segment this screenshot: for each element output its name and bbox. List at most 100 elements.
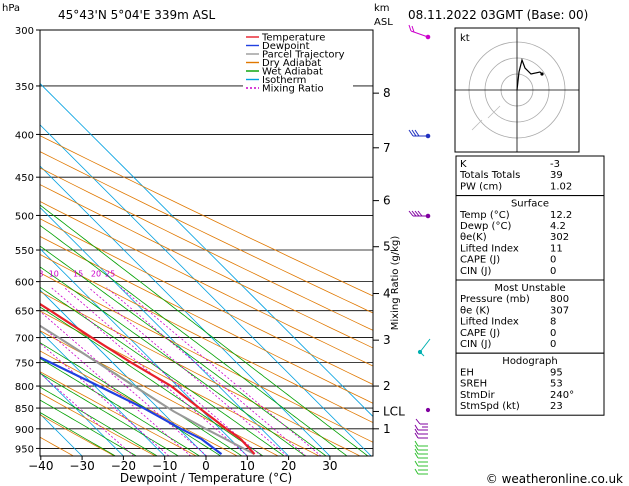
isotherm--20 [40,372,124,456]
most-unstable-table-title: Most Unstable [494,283,565,294]
isotherm-0 [40,289,207,456]
mixing-ratio-line-3 [40,324,191,456]
pressure-label-500: 500 [15,211,34,222]
mixing-ratio-label-4: 4 [0,270,5,279]
most-unstable-table-label-3: CAPE (J) [460,328,500,339]
pressure-label-850: 850 [15,404,34,415]
wind-barbs [408,24,431,475]
isotherm-10 [40,248,248,456]
dry-adiabat-110 [40,167,373,331]
dry-adiabat-0 [40,371,197,456]
temp-label-0: 0 [202,459,210,473]
wet-adiabat--10 [40,386,158,456]
hodograph-storm-ticks-2 [471,119,483,131]
km-label-5: 5 [383,240,391,254]
dry-adiabat-10 [40,350,238,456]
wind-barb-400 [408,129,431,139]
dewpoint-line [40,356,223,455]
wet-adiabat--5 [40,372,179,456]
hodograph-end [540,72,544,76]
x-axis-label: Dewpoint / Temperature (°C) [120,471,292,485]
hodograph-table-value-3: 23 [550,401,563,412]
km-label-LCL: LCL [383,404,405,418]
hodograph-table-value-1: 53 [550,379,563,390]
hodograph-storm-ticks [487,105,501,119]
height-unit-asl: ASL [374,17,393,28]
hodograph-table-label-3: StmSpd (kt) [460,401,520,412]
wet-adiabat-15 [40,306,264,456]
hodograph-table-box [455,352,605,416]
surface-table-label-1: Dewp (°C) [460,221,511,232]
indices-table-label-2: PW (cm) [460,181,502,192]
surface-table-label-5: CIN (J) [460,266,491,277]
hodograph: kt [454,27,580,153]
surface-table-label-2: θe(K) [460,232,487,243]
most-unstable-table-box [455,279,605,354]
dry-adiabat-120 [40,151,373,314]
pressure-label-700: 700 [15,334,34,345]
wet-adiabat-35 [40,224,348,456]
pressure-label-600: 600 [15,278,34,289]
indices-table-label-1: Totals Totals [459,170,520,181]
most-unstable-table-label-4: CIN (J) [460,339,491,350]
temp-label-30: 30 [322,459,337,473]
surface-table-value-1: 4.2 [550,221,566,232]
hodograph-table-value-0: 95 [550,367,563,378]
height-unit-label: km [374,3,390,14]
temp-label--20: −20 [111,459,136,473]
dry-adiabat-70 [40,235,373,404]
wet-adiabat-10 [40,325,243,456]
legend-label-2: Parcel Trajectory [262,50,345,61]
mixing-ratio-line-2 [40,342,170,456]
index-tables: K -3 Totals Totals 39 PW (cm) 1.02SurfaceTemp… [455,155,605,416]
most-unstable-table-label-2: Lifted Index [460,317,519,328]
hodograph-table-label-1: SREH [460,379,487,390]
hodograph-table-value-2: 240° [550,390,574,401]
indices-table-value-2: 1.02 [550,181,572,192]
wind-barb-500 [408,210,431,219]
pressure-label-350: 350 [15,82,34,93]
profiles [40,302,256,455]
temp-label--10: −10 [152,459,177,473]
km-label-3: 3 [383,333,391,347]
dry-adiabat--30 [40,436,74,456]
km-label-2: 2 [383,379,391,393]
mixing-ratio-label-25: 25 [105,270,115,279]
wet-adiabat-20 [40,286,285,456]
legend-box [243,31,353,93]
pressure-label-750: 750 [15,359,34,370]
isotherm--10 [40,330,165,456]
hodograph-unit: kt [460,33,470,44]
indices-table-label-0: K [460,159,467,170]
hodograph-table-label-2: StmDir [460,390,495,401]
surface-table-value-3: 11 [550,243,563,254]
wet-adiabat-25 [40,266,306,456]
dry-adiabat--10 [40,392,156,456]
most-unstable-table-value-4: 0 [550,339,556,350]
dry-adiabat-40 [40,291,361,456]
legend-label-1: Dewpoint [262,41,310,52]
km-label-1: 1 [383,422,391,436]
pressure-label-900: 900 [15,425,34,436]
axes: 3003504004505005506006507007508008509009… [15,26,405,473]
dry-adiabat-80 [40,218,373,385]
wind-barb-700 [417,338,431,357]
dry-adiabat-90 [40,201,373,367]
surface-table-label-3: Lifted Index [460,243,519,254]
isotherm-30 [40,165,331,456]
surface-table-value-4: 0 [550,255,556,266]
indices-table-value-0: -3 [550,159,560,170]
mixing-ratio-label-10: 10 [49,270,59,279]
hodograph-table-title: Hodograph [502,356,557,367]
wind-barb-950 [414,440,428,475]
surface-table-value-0: 12.2 [550,210,572,221]
pressure-label-950: 950 [15,444,34,455]
legend-label-3: Dry Adiabat [262,58,321,69]
mixing-ratio-line-25 [120,287,322,456]
dry-adiabat-60 [40,253,373,424]
legend-label-0: Temperature [261,33,325,44]
temp-label-10: 10 [240,459,255,473]
surface-table-value-5: 0 [550,266,556,277]
